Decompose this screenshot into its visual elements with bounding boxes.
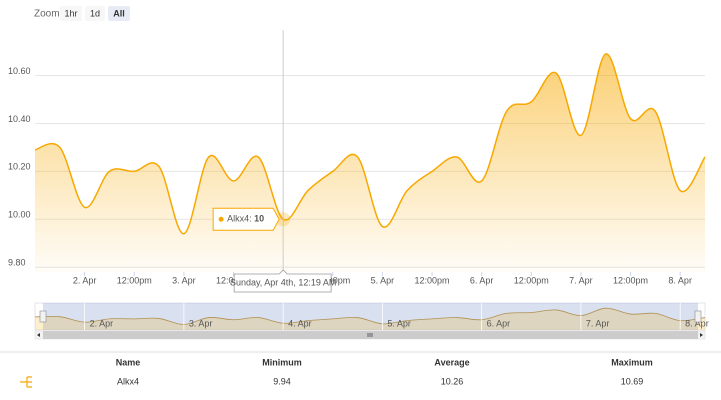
plot — [34, 53, 706, 272]
tooltips: Alkx4: 10 Sunday, Apr 4th, 12:19 AM — [212, 30, 336, 293]
tooltip-value: 10 — [254, 214, 264, 224]
x-tick-label: 12:00pm — [216, 275, 251, 285]
zoom-button-label[interactable]: All — [113, 8, 125, 18]
crosshair-label-box — [233, 269, 332, 293]
scrollbar-arrow-right — [700, 333, 703, 337]
x-tick-label: 12:00pm — [315, 275, 350, 285]
hover-halo — [276, 212, 291, 227]
navigator-tick-label: 3. Apr — [189, 318, 213, 328]
x-tick-label: 12:00pm — [117, 275, 152, 285]
navigator-tick-label: 4. Apr — [288, 318, 312, 328]
navigator-tick-label: 6. Apr — [487, 318, 511, 328]
x-tick-label: 12:00pm — [514, 275, 549, 285]
table-header: Minimum — [262, 357, 302, 367]
area-fill — [35, 53, 705, 272]
x-tick-label: 8. Apr — [668, 275, 692, 285]
table-header: Maximum — [611, 357, 653, 367]
table-cell: 10.69 — [621, 376, 644, 386]
navigator-tick-label: 7. Apr — [586, 318, 610, 328]
scrollbar-grip — [367, 333, 373, 337]
navigator-mask[interactable] — [43, 303, 698, 330]
navigator-handle[interactable] — [694, 310, 702, 323]
series-line — [34, 53, 706, 235]
tooltip-separator: : — [249, 214, 254, 224]
x-tick-label: 6. Apr — [470, 275, 494, 285]
zoom-label: Zoom — [34, 9, 60, 20]
crosshair-label: Sunday, Apr 4th, 12:19 AM — [230, 277, 336, 287]
zoom-button-label[interactable]: 1hr — [64, 8, 77, 18]
tooltip-box — [212, 207, 280, 231]
x-tick-label: 2. Apr — [73, 275, 97, 285]
tooltip-dot — [218, 216, 224, 222]
table-cell: 10.26 — [441, 376, 464, 386]
navigator: 2. Apr 3. Apr 4. Apr 5. Apr 6. Apr 7. Apr 8. A… — [34, 302, 709, 340]
navigator-area — [35, 308, 705, 330]
navigator-tick-label: 8. Apr — [685, 318, 709, 328]
navigator-frame — [34, 302, 706, 331]
y-tick-label: 10.60 — [8, 66, 31, 76]
zoom-button[interactable] — [85, 6, 105, 21]
x-tick-label: 3. Apr — [172, 275, 196, 285]
table-header: Average — [434, 357, 469, 367]
x-tick-label: 7. Apr — [569, 275, 593, 285]
tooltip-series-name: Alkx4 — [227, 214, 249, 224]
x-tick-label: 5. Apr — [371, 275, 395, 285]
table-cell: 9.94 — [273, 376, 291, 386]
table-header: Name — [116, 357, 141, 367]
tooltip-text: Alkx4: 10 — [227, 214, 264, 224]
table-cell: Alkx4 — [117, 376, 139, 386]
series-icon — [20, 376, 32, 388]
y-tick-label: 10.40 — [8, 114, 31, 124]
stats-table: Name Minimum Average Maximum Alkx4 9.94 10.26 1… — [0, 351, 721, 388]
zoom-button-selected[interactable] — [108, 6, 130, 21]
navigator-tick-label: 2. Apr — [90, 318, 114, 328]
navigator-line — [34, 307, 706, 325]
y-tick-label: 10.00 — [8, 210, 31, 220]
x-tick-label: 12:00pm — [613, 275, 648, 285]
y-tick-label: 9.80 — [8, 258, 26, 268]
navigator-tick-label: 5. Apr — [387, 318, 411, 328]
navigator-handle[interactable] — [39, 310, 47, 323]
scrollbar-thumb[interactable] — [43, 331, 698, 339]
scrollbar-arrow-left — [37, 333, 40, 337]
zoom-button[interactable] — [60, 6, 82, 21]
y-tick-label: 10.20 — [8, 162, 31, 172]
x-tick-label: 12:00pm — [415, 275, 450, 285]
zoom-button-label[interactable]: 1d — [90, 8, 100, 18]
zoom-bar: Zoom 1hr 1d All — [34, 6, 130, 21]
